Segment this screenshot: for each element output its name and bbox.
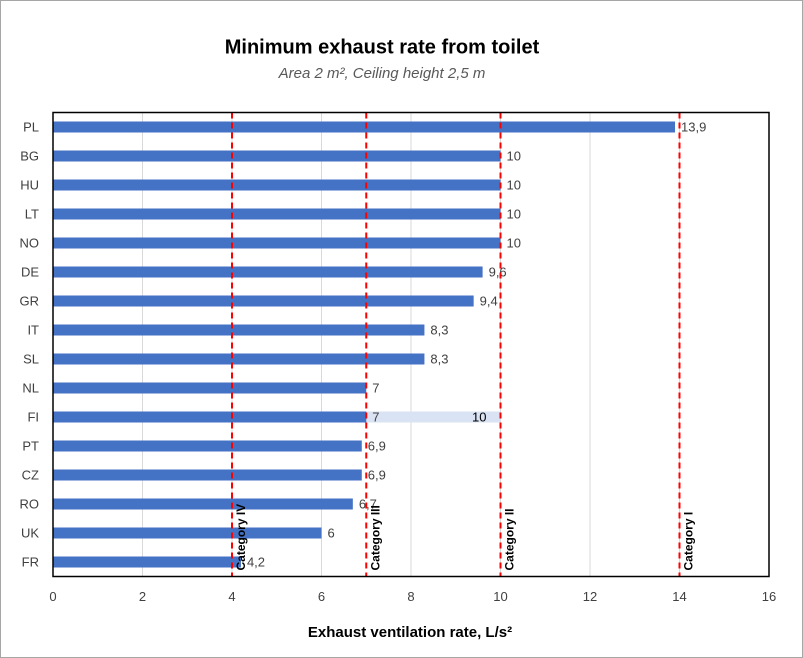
x-axis-label: Exhaust ventilation rate, L/s² bbox=[308, 624, 512, 641]
value-label: 8,3 bbox=[430, 351, 448, 366]
bar bbox=[53, 382, 367, 394]
value-label: 6,7 bbox=[359, 496, 377, 511]
bar bbox=[53, 556, 241, 568]
x-tick-label: 10 bbox=[493, 589, 507, 604]
plot-frame bbox=[52, 111, 770, 578]
reference-label: Category I bbox=[682, 512, 696, 571]
value-label: 10 bbox=[507, 148, 521, 163]
chart-title: Minimum exhaust rate from toilet bbox=[225, 36, 540, 58]
value-label: 6,9 bbox=[368, 438, 386, 453]
y-tick-label: UK bbox=[21, 525, 39, 540]
x-tick-label: 0 bbox=[49, 589, 56, 604]
bar bbox=[53, 208, 501, 220]
y-tick-label: FI bbox=[27, 409, 39, 424]
value-label: 13,9 bbox=[681, 119, 706, 134]
x-tick-label: 12 bbox=[583, 589, 597, 604]
value-label: 10 bbox=[507, 206, 521, 221]
y-tick-label: IT bbox=[27, 322, 39, 337]
bar bbox=[53, 295, 474, 307]
chart-subtitle: Area 2 m², Ceiling height 2,5 m bbox=[278, 65, 486, 82]
value-label: 10 bbox=[472, 409, 486, 424]
y-tick-label: NL bbox=[22, 380, 39, 395]
value-label: 4,2 bbox=[247, 554, 265, 569]
bar bbox=[53, 527, 322, 539]
y-tick-label: HU bbox=[20, 177, 39, 192]
bar bbox=[53, 353, 425, 365]
x-tick-label: 6 bbox=[318, 589, 325, 604]
y-tick-label: SL bbox=[23, 351, 39, 366]
reference-label: Category III bbox=[368, 505, 382, 570]
y-tick-label: PL bbox=[23, 119, 39, 134]
value-label: 7 bbox=[372, 380, 379, 395]
x-tick-label: 2 bbox=[139, 589, 146, 604]
value-label: 9,4 bbox=[480, 293, 498, 308]
y-tick-label: LT bbox=[25, 206, 39, 221]
bar bbox=[53, 469, 362, 481]
reference-label: Category IV bbox=[234, 504, 248, 571]
y-tick-label: GR bbox=[20, 293, 40, 308]
reference-label: Category II bbox=[503, 508, 517, 570]
value-label: 10 bbox=[507, 177, 521, 192]
y-tick-label: PT bbox=[22, 438, 39, 453]
y-tick-label: RO bbox=[20, 496, 40, 511]
bar bbox=[53, 266, 483, 278]
y-tick-label: CZ bbox=[22, 467, 39, 482]
value-label: 7 bbox=[372, 409, 379, 424]
x-tick-label: 8 bbox=[407, 589, 414, 604]
x-tick-label: 4 bbox=[228, 589, 235, 604]
y-tick-label: FR bbox=[22, 554, 39, 569]
x-tick-label: 14 bbox=[672, 589, 686, 604]
y-tick-label: NO bbox=[20, 235, 40, 250]
bar bbox=[53, 179, 501, 191]
y-tick-label: BG bbox=[20, 148, 39, 163]
value-label: 9,6 bbox=[489, 264, 507, 279]
bar bbox=[53, 411, 367, 423]
x-tick-label: 16 bbox=[762, 589, 776, 604]
bar bbox=[53, 150, 501, 162]
y-tick-label: DE bbox=[21, 264, 39, 279]
bar bbox=[53, 498, 353, 510]
value-label: 6,9 bbox=[368, 467, 386, 482]
value-label: 8,3 bbox=[430, 322, 448, 337]
bar bbox=[53, 121, 676, 133]
bar bbox=[53, 237, 501, 249]
bar bbox=[53, 440, 362, 452]
value-label: 10 bbox=[507, 235, 521, 250]
bar bbox=[53, 324, 425, 336]
value-label: 6 bbox=[328, 525, 335, 540]
